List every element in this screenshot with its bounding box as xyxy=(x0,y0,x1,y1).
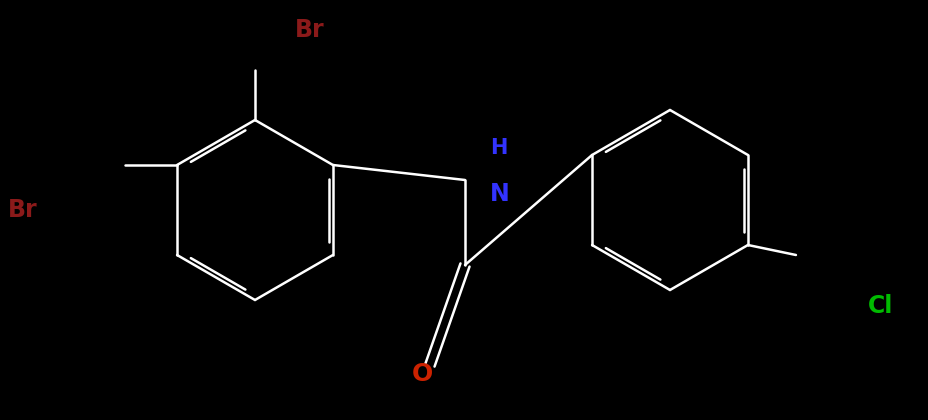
Text: Cl: Cl xyxy=(867,294,893,318)
Text: O: O xyxy=(411,362,432,386)
Text: Br: Br xyxy=(8,198,38,222)
Text: Br: Br xyxy=(295,18,325,42)
Text: N: N xyxy=(489,182,509,206)
Text: H: H xyxy=(489,138,507,158)
